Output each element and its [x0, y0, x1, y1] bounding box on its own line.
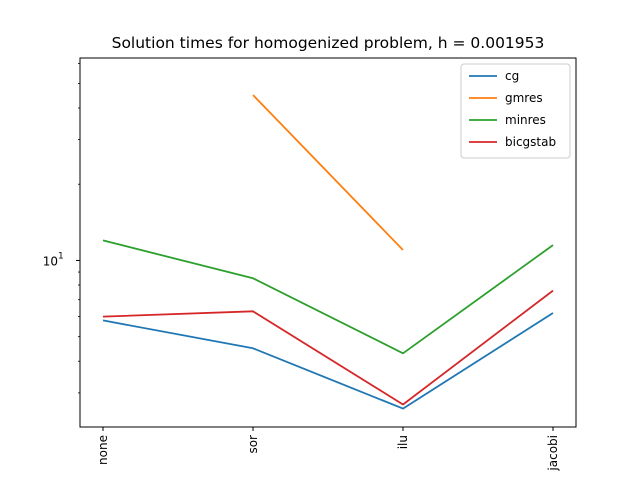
plot-frame	[79, 57, 577, 428]
legend-label-bicgstab: bicgstab	[505, 135, 556, 149]
series-line-minres	[102, 239, 554, 355]
series-line-cg	[102, 312, 554, 410]
axes: none sor ilu jacobi 10 1	[43, 62, 560, 472]
chart-title: Solution times for homogenized problem, …	[112, 34, 545, 52]
legend-label-gmres: gmres	[505, 91, 543, 105]
series-line-bicgstab	[102, 289, 554, 406]
legend-label-cg: cg	[505, 69, 519, 83]
x-tick-label-none: none	[96, 435, 110, 465]
y-tick-label: 10	[43, 254, 58, 268]
series-line-gmres	[252, 94, 404, 251]
legend-label-minres: minres	[505, 113, 546, 127]
x-tick-label-ilu: ilu	[396, 435, 410, 449]
plot-lines	[102, 94, 554, 410]
x-tick-label-jacobi: jacobi	[546, 435, 560, 472]
y-tick-exponent: 1	[58, 251, 64, 261]
legend-box	[460, 63, 571, 159]
x-tick-label-sor: sor	[246, 435, 260, 454]
legend: cg gmres minres bicgstab	[460, 63, 571, 159]
